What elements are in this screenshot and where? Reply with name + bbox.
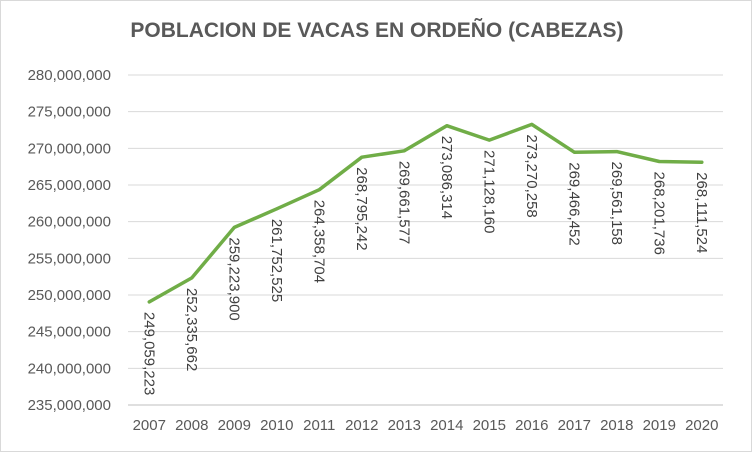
y-tick-label: 260,000,000 bbox=[28, 214, 111, 231]
data-label: 268,795,242 bbox=[353, 167, 370, 250]
y-tick-label: 240,000,000 bbox=[28, 360, 111, 377]
data-point bbox=[190, 276, 194, 280]
x-tick-label: 2018 bbox=[600, 417, 633, 434]
y-tick-label: 250,000,000 bbox=[28, 287, 111, 304]
x-tick-label: 2008 bbox=[175, 417, 208, 434]
x-tick-label: 2011 bbox=[303, 417, 335, 434]
x-tick-label: 2016 bbox=[515, 417, 548, 434]
data-label: 261,752,525 bbox=[268, 219, 285, 302]
x-tick-label: 2012 bbox=[345, 417, 378, 434]
data-label: 259,223,900 bbox=[225, 237, 242, 320]
y-tick-label: 280,000,000 bbox=[28, 67, 111, 84]
data-label: 268,201,736 bbox=[650, 172, 667, 255]
data-point bbox=[657, 160, 661, 164]
x-tick-label: 2007 bbox=[133, 417, 166, 434]
data-label: 268,111,524 bbox=[693, 172, 710, 253]
x-tick-label: 2009 bbox=[218, 417, 251, 434]
data-point bbox=[232, 225, 236, 229]
x-tick-label: 2013 bbox=[388, 417, 421, 434]
data-label: 273,270,258 bbox=[523, 134, 540, 217]
data-point bbox=[402, 149, 406, 153]
y-tick-label: 275,000,000 bbox=[28, 104, 111, 121]
data-label: 269,466,452 bbox=[565, 162, 582, 245]
x-tick-label: 2010 bbox=[260, 417, 293, 434]
x-tick-label: 2014 bbox=[430, 417, 463, 434]
x-tick-label: 2017 bbox=[558, 417, 591, 434]
data-label: 264,358,704 bbox=[310, 200, 327, 283]
data-point bbox=[615, 150, 619, 154]
data-label: 252,335,662 bbox=[183, 288, 200, 371]
y-tick-label: 245,000,000 bbox=[28, 324, 111, 341]
data-point bbox=[530, 122, 534, 126]
series-line bbox=[147, 122, 704, 304]
data-point bbox=[572, 150, 576, 154]
x-tick-label: 2020 bbox=[685, 417, 718, 434]
data-point bbox=[275, 207, 279, 211]
data-label: 269,561,158 bbox=[608, 162, 625, 245]
data-label: 273,086,314 bbox=[438, 136, 455, 219]
data-label: 249,059,223 bbox=[140, 312, 157, 395]
data-label: 269,661,577 bbox=[395, 161, 412, 244]
y-tick-label: 265,000,000 bbox=[28, 177, 111, 194]
data-point bbox=[317, 188, 321, 192]
y-tick-label: 235,000,000 bbox=[28, 397, 111, 414]
x-tick-label: 2019 bbox=[643, 417, 676, 434]
data-point bbox=[445, 124, 449, 128]
y-tick-label: 255,000,000 bbox=[28, 250, 111, 267]
data-point bbox=[487, 138, 491, 142]
data-point bbox=[360, 155, 364, 159]
data-point bbox=[700, 160, 704, 164]
data-point bbox=[147, 300, 151, 304]
x-tick-label: 2015 bbox=[473, 417, 506, 434]
y-tick-label: 270,000,000 bbox=[28, 140, 111, 157]
data-label: 271,128,160 bbox=[480, 150, 497, 233]
chart-title: POBLACION DE VACAS EN ORDEÑO (CABEZAS) bbox=[130, 19, 624, 42]
